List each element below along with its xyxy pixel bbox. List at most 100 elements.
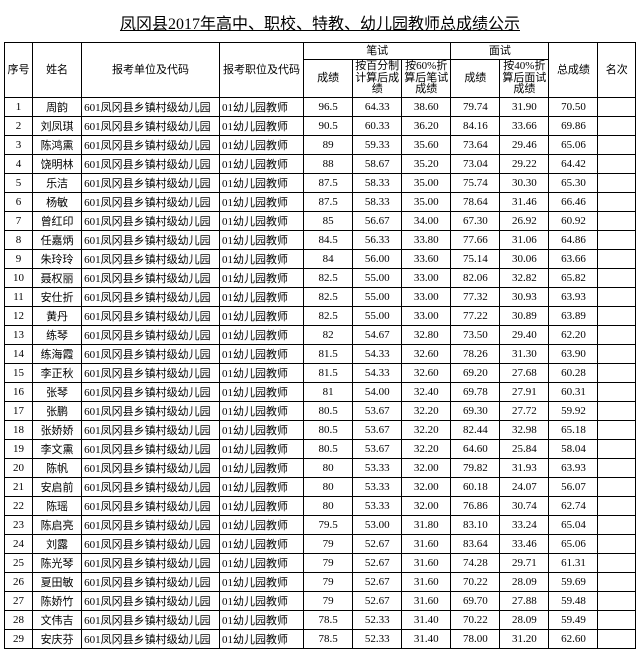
cell-unit: 601凤冈县乡镇村级幼儿园: [82, 306, 220, 325]
cell-rank: [598, 439, 636, 458]
cell-interview: 79.82: [451, 458, 500, 477]
cell-interview-40: 31.46: [500, 192, 549, 211]
cell-name: 任嘉炳: [33, 230, 82, 249]
cell-rank: [598, 591, 636, 610]
cell-interview: 70.22: [451, 610, 500, 629]
table-body: 1周韵601凤冈县乡镇村级幼儿园01幼儿园教师96.564.3338.6079.…: [5, 97, 636, 648]
cell-interview: 69.20: [451, 363, 500, 382]
cell-interview: 69.78: [451, 382, 500, 401]
cell-written: 81.5: [304, 344, 353, 363]
cell-written: 84: [304, 249, 353, 268]
cell-written-60: 31.60: [402, 534, 451, 553]
cell-interview: 60.18: [451, 477, 500, 496]
cell-interview-40: 32.82: [500, 268, 549, 287]
cell-written-60: 33.00: [402, 306, 451, 325]
cell-name: 乐洁: [33, 173, 82, 192]
hdr-unit: 报考单位及代码: [82, 43, 220, 98]
cell-total: 63.93: [549, 458, 598, 477]
cell-interview-40: 27.88: [500, 591, 549, 610]
cell-seq: 19: [5, 439, 33, 458]
cell-written: 82.5: [304, 287, 353, 306]
cell-total: 62.60: [549, 629, 598, 648]
cell-name: 张琴: [33, 382, 82, 401]
cell-seq: 26: [5, 572, 33, 591]
cell-total: 59.92: [549, 401, 598, 420]
cell-unit: 601凤冈县乡镇村级幼儿园: [82, 515, 220, 534]
cell-unit: 601凤冈县乡镇村级幼儿园: [82, 534, 220, 553]
cell-seq: 5: [5, 173, 33, 192]
cell-interview: 70.22: [451, 572, 500, 591]
cell-unit: 601凤冈县乡镇村级幼儿园: [82, 629, 220, 648]
cell-unit: 601凤冈县乡镇村级幼儿园: [82, 420, 220, 439]
cell-interview: 73.50: [451, 325, 500, 344]
cell-rank: [598, 515, 636, 534]
cell-interview-40: 28.09: [500, 610, 549, 629]
table-row: 20陈帆601凤冈县乡镇村级幼儿园01幼儿园教师8053.3332.0079.8…: [5, 458, 636, 477]
cell-position: 01幼儿园教师: [219, 116, 303, 135]
cell-seq: 1: [5, 97, 33, 116]
cell-seq: 21: [5, 477, 33, 496]
cell-interview: 76.86: [451, 496, 500, 515]
cell-written-pct: 53.33: [353, 496, 402, 515]
cell-rank: [598, 211, 636, 230]
cell-name: 安庆芬: [33, 629, 82, 648]
cell-interview-40: 28.09: [500, 572, 549, 591]
page-title: 凤冈县2017年高中、职校、特教、幼儿园教师总成绩公示: [4, 4, 636, 42]
cell-position: 01幼儿园教师: [219, 553, 303, 572]
cell-seq: 8: [5, 230, 33, 249]
cell-written: 82: [304, 325, 353, 344]
hdr-name: 姓名: [33, 43, 82, 98]
table-row: 27陈娇竹601凤冈县乡镇村级幼儿园01幼儿园教师7952.6731.6069.…: [5, 591, 636, 610]
cell-position: 01幼儿园教师: [219, 135, 303, 154]
cell-total: 65.82: [549, 268, 598, 287]
cell-written-60: 32.20: [402, 401, 451, 420]
cell-name: 李正秋: [33, 363, 82, 382]
cell-interview-40: 29.22: [500, 154, 549, 173]
cell-unit: 601凤冈县乡镇村级幼儿园: [82, 458, 220, 477]
hdr-total: 总成绩: [549, 43, 598, 98]
cell-written: 87.5: [304, 192, 353, 211]
cell-written-pct: 52.33: [353, 610, 402, 629]
cell-name: 李文熏: [33, 439, 82, 458]
cell-interview-40: 27.91: [500, 382, 549, 401]
cell-written-60: 33.00: [402, 268, 451, 287]
cell-interview-40: 32.98: [500, 420, 549, 439]
cell-written-pct: 60.33: [353, 116, 402, 135]
cell-rank: [598, 135, 636, 154]
table-row: 17张鹏601凤冈县乡镇村级幼儿园01幼儿园教师80.553.6732.2069…: [5, 401, 636, 420]
cell-written-pct: 53.33: [353, 477, 402, 496]
hdr-interview-group: 面试: [451, 43, 549, 60]
cell-unit: 601凤冈县乡镇村级幼儿园: [82, 249, 220, 268]
cell-seq: 20: [5, 458, 33, 477]
cell-written: 78.5: [304, 629, 353, 648]
cell-seq: 16: [5, 382, 33, 401]
cell-rank: [598, 249, 636, 268]
cell-position: 01幼儿园教师: [219, 287, 303, 306]
cell-written-pct: 58.67: [353, 154, 402, 173]
cell-total: 63.66: [549, 249, 598, 268]
cell-written: 84.5: [304, 230, 353, 249]
cell-position: 01幼儿园教师: [219, 211, 303, 230]
cell-total: 61.31: [549, 553, 598, 572]
hdr-interview-score: 成绩: [451, 60, 500, 98]
cell-seq: 13: [5, 325, 33, 344]
cell-written: 82.5: [304, 306, 353, 325]
cell-total: 59.48: [549, 591, 598, 610]
table-row: 10聂权丽601凤冈县乡镇村级幼儿园01幼儿园教师82.555.0033.008…: [5, 268, 636, 287]
table-row: 29安庆芬601凤冈县乡镇村级幼儿园01幼儿园教师78.552.3331.407…: [5, 629, 636, 648]
cell-position: 01幼儿园教师: [219, 534, 303, 553]
cell-seq: 24: [5, 534, 33, 553]
table-row: 1周韵601凤冈县乡镇村级幼儿园01幼儿园教师96.564.3338.6079.…: [5, 97, 636, 116]
cell-name: 杨敏: [33, 192, 82, 211]
cell-written-pct: 55.00: [353, 268, 402, 287]
hdr-interview-40: 按40%折算后面试成绩: [500, 60, 549, 98]
cell-seq: 29: [5, 629, 33, 648]
cell-seq: 25: [5, 553, 33, 572]
cell-rank: [598, 420, 636, 439]
cell-written-pct: 56.67: [353, 211, 402, 230]
cell-written-pct: 53.67: [353, 439, 402, 458]
cell-seq: 15: [5, 363, 33, 382]
hdr-written-score: 成绩: [304, 60, 353, 98]
cell-interview-40: 25.84: [500, 439, 549, 458]
cell-name: 陈鸿熏: [33, 135, 82, 154]
